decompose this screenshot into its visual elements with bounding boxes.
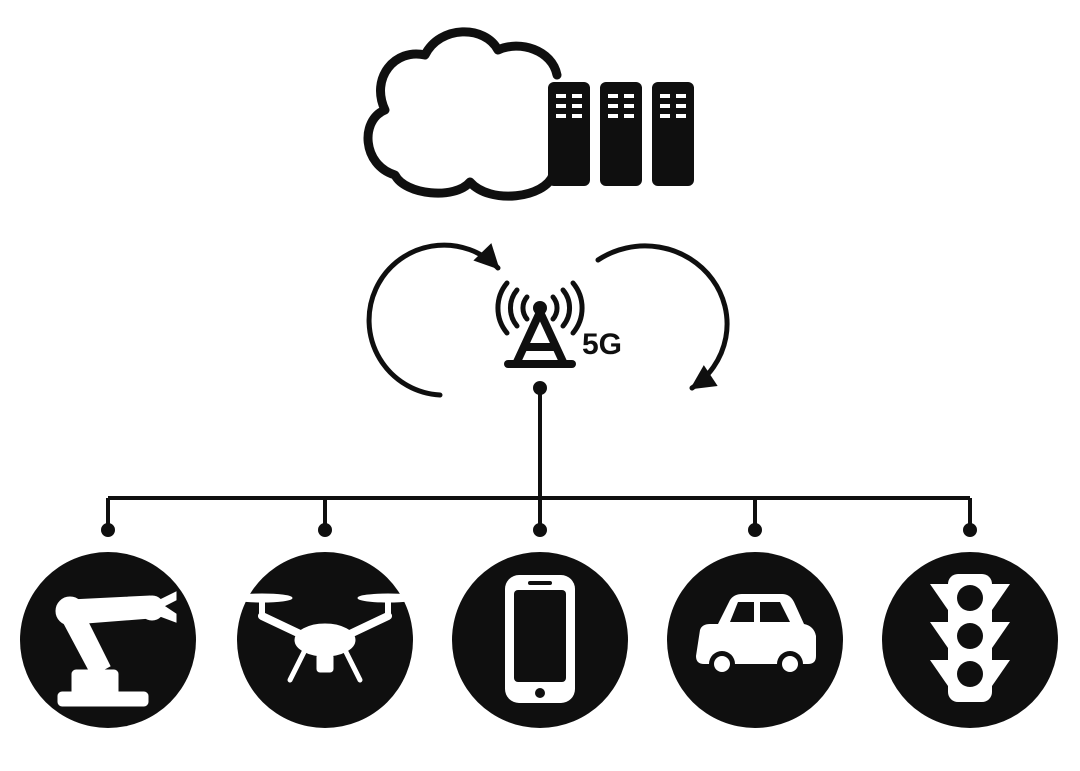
diagram-canvas: 5G bbox=[0, 0, 1080, 771]
smartphone-icon bbox=[452, 552, 628, 728]
car-icon bbox=[667, 552, 843, 728]
device-row bbox=[0, 0, 1080, 771]
robot-arm-icon bbox=[20, 552, 196, 728]
drone-icon bbox=[232, 552, 418, 728]
traffic-light-icon bbox=[882, 552, 1058, 728]
